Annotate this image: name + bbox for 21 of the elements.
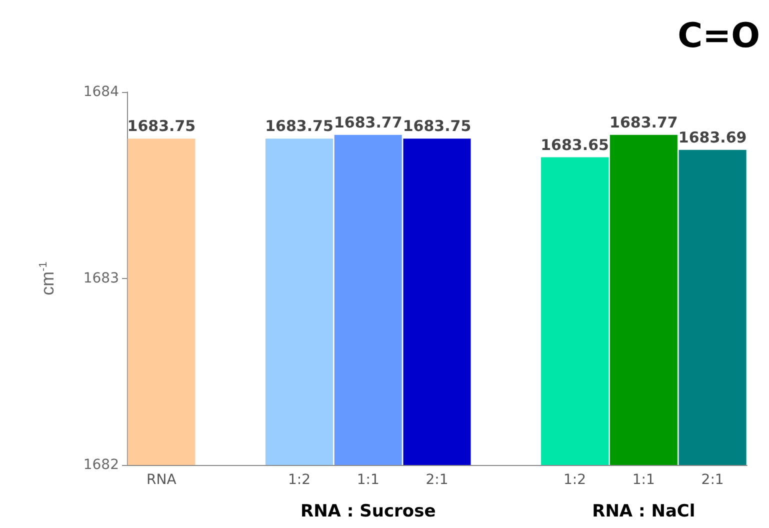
x-tick-label: 1:2	[564, 472, 586, 488]
chart-title: C=O	[678, 16, 760, 56]
x-tick-label: 1:1	[632, 472, 655, 488]
text: RNA : Sucrose	[300, 502, 436, 522]
data-label: 1683.75	[265, 117, 334, 136]
data-label: 1683.75	[402, 117, 472, 136]
y-axis-title: cm-1	[38, 262, 58, 296]
data-label: 1683.77	[334, 113, 402, 132]
data-label: 1683.65	[540, 136, 609, 154]
data-label: 1683.77	[610, 113, 678, 132]
y-tick-label: 1682	[83, 457, 119, 473]
data-label: 1683.69	[678, 128, 747, 146]
y-tick-label: 1684	[83, 84, 120, 100]
data-label: 1683.75	[127, 117, 196, 136]
x-tick-label: 2:1	[426, 472, 448, 488]
x-tick-label: RNA	[146, 472, 177, 488]
x-tick-label: 2:1	[701, 472, 724, 488]
y-tick-label: 1683	[83, 270, 119, 286]
x-tick-label: 1:1	[356, 472, 380, 488]
text: RNA : NaCl	[592, 502, 696, 522]
x-tick-label: 1:2	[288, 472, 310, 488]
